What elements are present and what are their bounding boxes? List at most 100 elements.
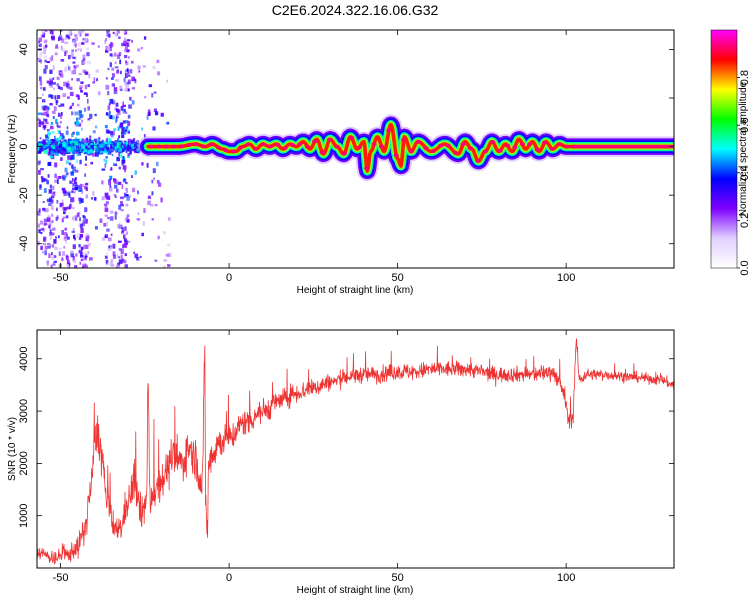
ridge-core-bead (453, 150, 459, 155)
noise-cluster-cell (91, 148, 95, 151)
noise-cluster-cell (136, 148, 139, 152)
noise-speckle (131, 39, 134, 43)
spectrogram-panel: -50 0 50 100 -40 -20 0 20 40 Height of straight… (7, 29, 675, 296)
noise-speckle (83, 255, 86, 261)
noise-speckle (50, 122, 54, 125)
noise-speckle (125, 69, 129, 72)
noise-cluster-cell (60, 141, 62, 146)
noise-speckle (146, 115, 149, 120)
ridge-core-bead (267, 144, 273, 149)
noise-speckle (61, 199, 64, 203)
noise-speckle (57, 125, 61, 129)
noise-speckle (81, 189, 84, 194)
noise-speckle (141, 232, 144, 237)
noise-speckle (65, 255, 69, 260)
noise-speckle (137, 48, 141, 52)
noise-cluster-cell (104, 142, 107, 147)
noise-speckle (94, 125, 98, 129)
noise-speckle (50, 264, 53, 268)
noise-speckle (66, 191, 71, 196)
noise-speckle (40, 86, 43, 90)
noise-speckle (40, 59, 43, 64)
noise-speckle (60, 114, 63, 120)
noise-speckle (41, 177, 44, 183)
noise-speckle (153, 108, 157, 113)
noise-speckle (39, 80, 43, 86)
noise-cluster-cell (43, 149, 48, 155)
noise-speckle (79, 48, 82, 52)
noise-speckle (53, 87, 55, 91)
noise-speckle (79, 261, 82, 265)
noise-speckle (61, 229, 65, 235)
noise-speckle (106, 112, 109, 116)
ridge-layer (138, 114, 674, 182)
noise-speckle (109, 168, 113, 171)
noise-speckle (83, 92, 87, 95)
noise-cluster-cell (118, 149, 123, 152)
noise-speckle (107, 90, 110, 96)
noise-speckle (125, 42, 129, 47)
noise-cluster-cell (39, 137, 42, 140)
noise-speckle (66, 80, 70, 86)
noise-speckle (37, 118, 40, 121)
noise-speckle (40, 176, 44, 179)
noise-speckle (61, 135, 65, 139)
noise-speckle (63, 231, 68, 236)
noise-speckle (72, 244, 76, 250)
noise-speckle (117, 181, 122, 185)
noise-cluster-cell (99, 143, 104, 148)
noise-speckle (44, 118, 48, 122)
noise-speckle (121, 42, 124, 47)
noise-cluster-cell (86, 150, 90, 155)
noise-speckle (78, 116, 81, 120)
noise-speckle (138, 70, 141, 73)
noise-cluster-cell (126, 144, 131, 149)
noise-speckle (152, 126, 156, 131)
noise-speckle (51, 213, 54, 217)
noise-speckle (65, 130, 69, 135)
noise-cluster-cell (111, 150, 114, 153)
spectrogram-y-tick-label: 40 (18, 43, 30, 55)
noise-cluster-cell (71, 149, 74, 153)
noise-speckle (167, 252, 172, 258)
noise-speckle (67, 155, 71, 160)
noise-speckle (78, 123, 82, 127)
noise-speckle (126, 216, 129, 220)
noise-speckle (118, 36, 121, 40)
noise-speckle (93, 197, 97, 201)
noise-cluster-cell (106, 138, 108, 143)
noise-speckle (121, 126, 126, 130)
noise-speckle (123, 77, 126, 83)
spectrogram-x-tick-label: -50 (53, 272, 69, 284)
noise-cluster-cell (113, 146, 116, 151)
noise-speckle (53, 260, 57, 263)
noise-speckle (153, 177, 156, 180)
noise-speckle (126, 42, 130, 47)
noise-speckle (48, 222, 52, 226)
noise-speckle (75, 117, 79, 121)
noise-speckle (71, 187, 75, 190)
noise-speckle (59, 71, 62, 74)
noise-speckle (83, 244, 86, 250)
noise-cluster-cell (57, 142, 60, 146)
noise-cluster-cell (62, 151, 66, 157)
noise-speckle (42, 201, 45, 204)
noise-cluster-cell (65, 143, 68, 147)
noise-speckle (42, 207, 46, 211)
noise-speckle (83, 107, 87, 112)
noise-cluster-cell (50, 144, 54, 148)
noise-cluster-cell (133, 143, 136, 147)
noise-speckle (143, 96, 147, 99)
noise-speckle (82, 61, 86, 65)
noise-cluster-cell (92, 149, 95, 155)
noise-speckle (70, 253, 75, 258)
noise-speckle (84, 173, 86, 177)
snr-y-tick-label: 3000 (18, 399, 30, 423)
noise-speckle (105, 77, 108, 80)
noise-speckle (41, 30, 45, 32)
noise-speckle (124, 109, 126, 112)
noise-speckle (51, 220, 54, 223)
noise-speckle (105, 222, 109, 227)
noise-speckle (104, 204, 108, 209)
noise-cluster-cell (102, 147, 105, 152)
